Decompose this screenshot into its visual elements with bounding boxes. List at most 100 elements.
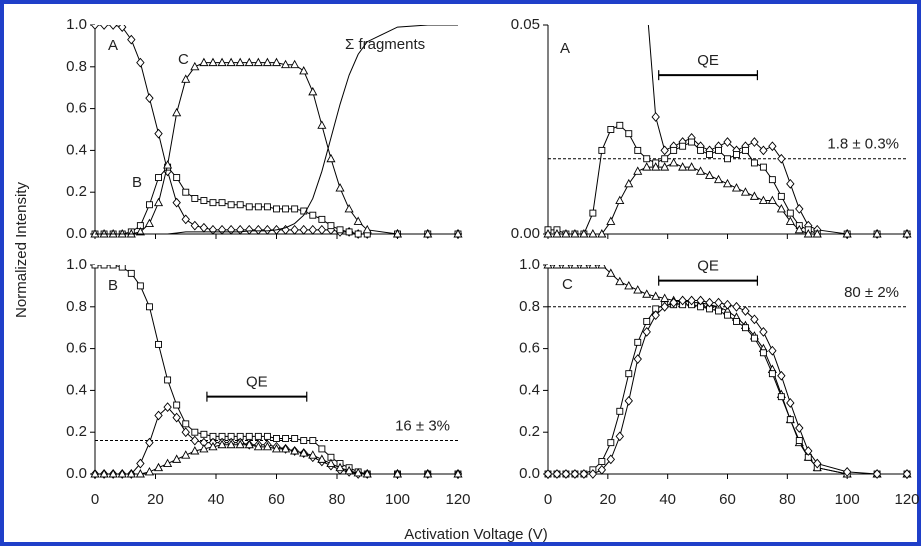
diamond-marker — [588, 469, 598, 479]
triangle-marker — [423, 229, 433, 238]
square-marker — [191, 195, 199, 202]
triangle-marker — [758, 195, 768, 205]
diamond-marker — [254, 224, 263, 235]
square-marker — [795, 437, 803, 445]
square-marker — [786, 416, 794, 424]
square-marker — [300, 207, 308, 215]
plot-area — [90, 25, 463, 239]
square-marker — [127, 269, 135, 277]
diamond-marker — [813, 458, 822, 469]
square-marker — [625, 130, 633, 138]
triangle-marker — [803, 229, 813, 238]
annotation: C — [562, 276, 573, 293]
triangle-marker — [561, 265, 571, 269]
triangle-marker — [126, 469, 136, 478]
diamond-marker — [705, 297, 714, 308]
triangle-marker — [271, 57, 282, 67]
triangle-marker — [208, 441, 218, 451]
triangle-marker — [615, 195, 625, 205]
triangle-marker — [902, 229, 912, 238]
y-tick-label: 1.0 — [66, 16, 87, 33]
square-marker — [236, 201, 244, 209]
y-tick-label: 0.2 — [66, 423, 87, 440]
square-marker — [715, 307, 722, 315]
qe-label: QE — [246, 374, 268, 391]
square-marker — [688, 138, 696, 146]
diamond-marker — [552, 469, 562, 479]
series-line — [548, 162, 907, 235]
annotation: A — [108, 37, 118, 54]
y-tick-label: 0.2 — [519, 423, 540, 440]
square-marker — [209, 199, 217, 207]
y-tick-label: 0.0 — [66, 225, 87, 242]
diamond-marker — [543, 469, 553, 479]
plot-area — [543, 265, 912, 479]
square-marker — [625, 370, 633, 378]
diamond-marker — [172, 197, 181, 208]
square-marker — [91, 265, 99, 269]
diamond-marker — [308, 224, 317, 235]
diamond-marker — [127, 34, 136, 45]
triangle-marker — [290, 446, 300, 455]
triangle-marker — [326, 153, 336, 163]
square-marker — [345, 228, 353, 236]
diamond-marker — [561, 469, 571, 479]
diamond-marker — [723, 137, 732, 147]
triangle-marker — [135, 226, 145, 236]
diamond-marker — [795, 204, 804, 214]
y-axis-label: Normalized Intensity — [13, 182, 30, 318]
diamond-marker — [154, 128, 163, 139]
square-marker — [200, 430, 208, 438]
triangle-marker — [344, 203, 354, 213]
diamond-marker — [172, 412, 181, 423]
triangle-marker — [90, 469, 100, 478]
triangle-marker — [669, 157, 679, 167]
diamond-marker — [190, 435, 200, 446]
triangle-marker — [226, 439, 236, 449]
square-marker — [661, 155, 669, 163]
square-marker — [607, 126, 615, 133]
series-line — [95, 406, 458, 475]
triangle-marker — [660, 162, 670, 171]
diamond-marker — [678, 295, 687, 306]
square-marker — [750, 334, 758, 342]
triangle-marker — [235, 57, 245, 67]
triangle-marker — [244, 57, 254, 67]
series-line — [548, 124, 907, 235]
reference-label: 1.8 ± 0.3% — [827, 136, 899, 153]
series-line — [95, 25, 458, 235]
triangle-marker — [172, 454, 182, 463]
triangle-marker — [362, 469, 372, 478]
triangle-marker — [588, 265, 598, 269]
triangle-marker — [552, 265, 562, 269]
diamond-marker — [804, 446, 813, 456]
triangle-marker — [561, 229, 571, 238]
annotation: C — [178, 51, 189, 68]
plot-area — [543, 25, 912, 239]
triangle-marker — [453, 229, 463, 238]
x-axis-label: Activation Voltage (V) — [404, 526, 547, 543]
diamond-marker — [299, 224, 308, 235]
annotation: A — [560, 40, 570, 57]
y-tick-label: 0.0 — [519, 465, 540, 482]
diamond-marker — [570, 469, 580, 479]
square-marker — [759, 163, 767, 171]
triangle-marker — [190, 446, 200, 455]
square-marker — [164, 376, 172, 384]
triangle-marker — [651, 291, 661, 300]
diamond-marker — [99, 25, 109, 30]
y-tick-label: 0.8 — [519, 298, 540, 315]
diamond-marker — [624, 395, 633, 406]
diamond-marker — [696, 295, 705, 306]
triangle-marker — [99, 469, 109, 478]
square-marker — [136, 282, 144, 290]
triangle-marker — [290, 59, 300, 69]
triangle-marker — [181, 450, 191, 459]
triangle-marker — [153, 197, 164, 207]
triangle-marker — [262, 57, 272, 67]
triangle-marker — [606, 216, 616, 225]
triangle-marker — [253, 57, 263, 67]
square-marker — [724, 311, 731, 319]
diamond-marker — [615, 431, 624, 442]
